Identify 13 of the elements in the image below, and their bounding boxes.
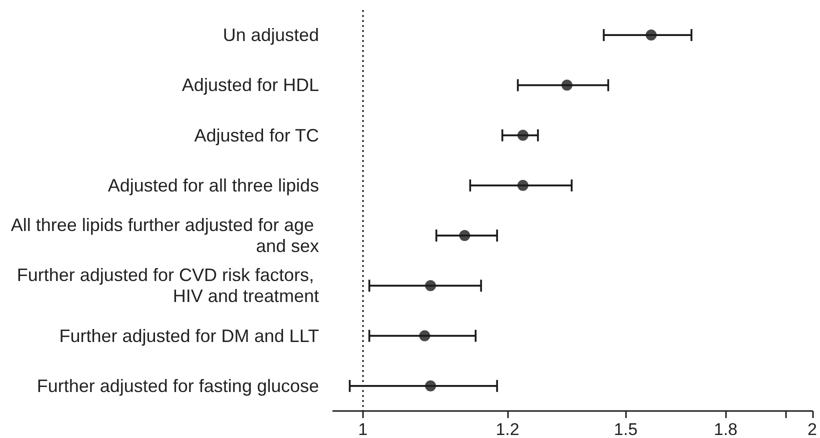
y-tick-label: All three lipids further adjusted for age and sex [10,215,319,256]
x-tick-label: 1.5 [614,420,638,438]
y-tick-label: Un adjusted [222,25,319,46]
y-tick-label: Adjusted for TC [194,125,319,146]
y-tick-label: Further adjusted for fasting glucose [36,376,319,396]
x-tick-label: 1 [358,420,368,438]
y-tick-label: Adjusted for all three lipids [108,175,319,196]
y-tick-label: Further adjusted for CVD risk factors, HIV and treatment [16,265,319,306]
x-tick-label: 1.8 [714,420,738,438]
x-tick-label: 2 [808,420,818,438]
y-tick-label: Adjusted for HDL [182,75,319,96]
x-tick-label: 1.2 [496,420,520,438]
y-tick-label: Further adjusted for DM and LLT [59,326,319,346]
